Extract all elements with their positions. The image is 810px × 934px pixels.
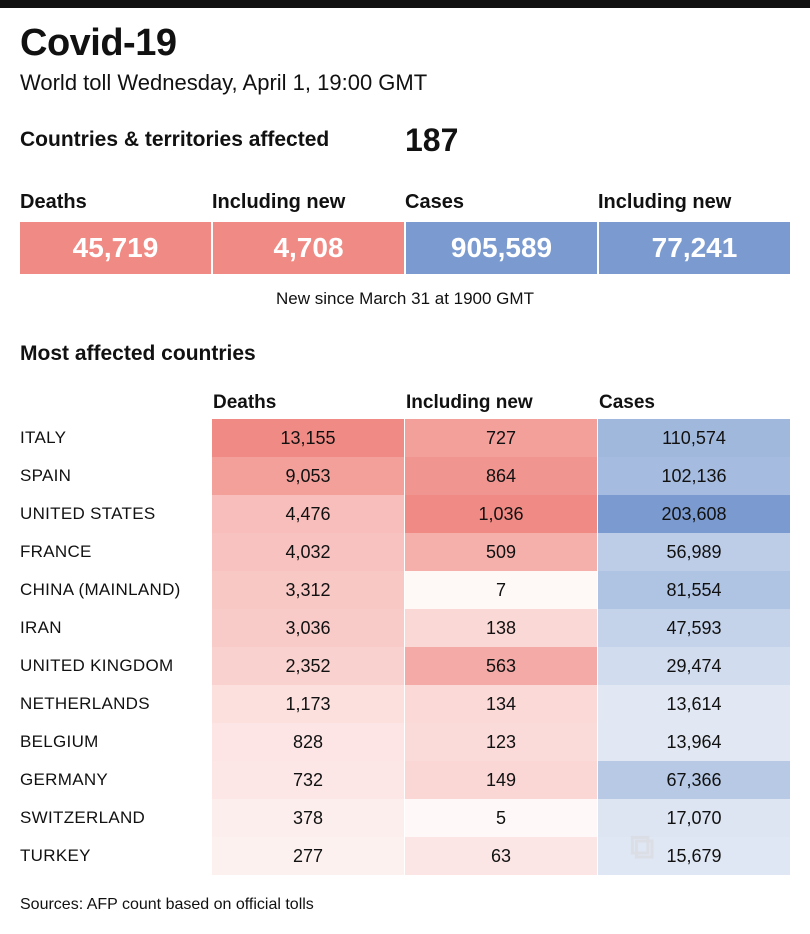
affected-label: Countries & territories affected <box>20 128 330 151</box>
deaths-cell: 3,312 <box>212 571 404 609</box>
cases-cell: 102,136 <box>598 457 790 495</box>
deaths-cell: 828 <box>212 723 404 761</box>
table-row: FRANCE 4,032 509 56,989 <box>0 533 810 571</box>
table-row: BELGIUM 828 123 13,964 <box>0 723 810 761</box>
deaths-cell: 13,155 <box>212 419 404 457</box>
country-name: ITALY <box>20 428 67 447</box>
country-name: BELGIUM <box>20 732 99 751</box>
country-name: NETHERLANDS <box>20 694 150 713</box>
new-deaths-cell: 7 <box>405 571 597 609</box>
country-name: SPAIN <box>20 466 72 485</box>
country-name: IRAN <box>20 618 62 637</box>
kpi-cases-value: 905,589 <box>406 222 597 274</box>
kpi-note: New since March 31 at 1900 GMT <box>276 289 534 308</box>
table-row: NETHERLANDS 1,173 134 13,614 <box>0 685 810 723</box>
country-name: TURKEY <box>20 846 91 865</box>
country-name: UNITED STATES <box>20 504 156 523</box>
deaths-cell: 4,032 <box>212 533 404 571</box>
new-deaths-cell: 563 <box>405 647 597 685</box>
cases-cell: 203,608 <box>598 495 790 533</box>
new-deaths-cell: 134 <box>405 685 597 723</box>
new-deaths-cell: 509 <box>405 533 597 571</box>
kpi-new-cases-label: Including new <box>598 191 732 213</box>
page-subtitle: World toll Wednesday, April 1, 19:00 GMT <box>20 70 428 95</box>
table-row: IRAN 3,036 138 47,593 <box>0 609 810 647</box>
cases-cell: 17,070 <box>598 799 790 837</box>
cases-cell: 29,474 <box>598 647 790 685</box>
new-deaths-cell: 5 <box>405 799 597 837</box>
column-header-cases: Cases <box>599 392 655 413</box>
table-row: ITALY 13,155 727 110,574 <box>0 419 810 457</box>
new-deaths-cell: 1,036 <box>405 495 597 533</box>
affected-value: 187 <box>405 122 459 158</box>
kpi-new-deaths-label: Including new <box>212 191 346 213</box>
kpi-cases-label: Cases <box>405 191 464 213</box>
afp-watermark-icon: ⧉ <box>630 828 655 866</box>
country-name: UNITED KINGDOM <box>20 656 174 675</box>
deaths-cell: 1,173 <box>212 685 404 723</box>
column-header-new: Including new <box>406 392 533 413</box>
deaths-cell: 2,352 <box>212 647 404 685</box>
deaths-cell: 732 <box>212 761 404 799</box>
top-bar <box>0 0 810 8</box>
section-title: Most affected countries <box>20 342 256 365</box>
cases-cell: 13,964 <box>598 723 790 761</box>
deaths-cell: 4,476 <box>212 495 404 533</box>
column-header-deaths: Deaths <box>213 392 277 413</box>
kpi-new-deaths-value: 4,708 <box>213 222 404 274</box>
new-deaths-cell: 149 <box>405 761 597 799</box>
new-deaths-cell: 727 <box>405 419 597 457</box>
deaths-cell: 277 <box>212 837 404 875</box>
new-deaths-cell: 138 <box>405 609 597 647</box>
country-name: SWITZERLAND <box>20 808 146 827</box>
table-row: SPAIN 9,053 864 102,136 <box>0 457 810 495</box>
cases-cell: 13,614 <box>598 685 790 723</box>
country-name: FRANCE <box>20 542 92 561</box>
new-deaths-cell: 123 <box>405 723 597 761</box>
kpi-deaths-label: Deaths <box>20 191 87 213</box>
cases-cell: 47,593 <box>598 609 790 647</box>
table-row: SWITZERLAND 378 5 17,070 <box>0 799 810 837</box>
deaths-cell: 378 <box>212 799 404 837</box>
deaths-cell: 9,053 <box>212 457 404 495</box>
table-row: UNITED STATES 4,476 1,036 203,608 <box>0 495 810 533</box>
source-note: Sources: AFP count based on official tol… <box>20 896 314 913</box>
new-deaths-cell: 864 <box>405 457 597 495</box>
cases-cell: 110,574 <box>598 419 790 457</box>
table-row: GERMANY 732 149 67,366 <box>0 761 810 799</box>
table-row: CHINA (MAINLAND) 3,312 7 81,554 <box>0 571 810 609</box>
deaths-cell: 3,036 <box>212 609 404 647</box>
table-row: UNITED KINGDOM 2,352 563 29,474 <box>0 647 810 685</box>
cases-cell: 67,366 <box>598 761 790 799</box>
cases-cell: 81,554 <box>598 571 790 609</box>
table-row: TURKEY 277 63 15,679 <box>0 837 810 875</box>
country-name: CHINA (MAINLAND) <box>20 580 181 599</box>
kpi-deaths-value: 45,719 <box>20 222 211 274</box>
country-name: GERMANY <box>20 770 109 789</box>
page-title: Covid-19 <box>20 22 177 64</box>
kpi-new-cases-value: 77,241 <box>599 222 790 274</box>
cases-cell: 56,989 <box>598 533 790 571</box>
cases-cell: 15,679 <box>598 837 790 875</box>
new-deaths-cell: 63 <box>405 837 597 875</box>
